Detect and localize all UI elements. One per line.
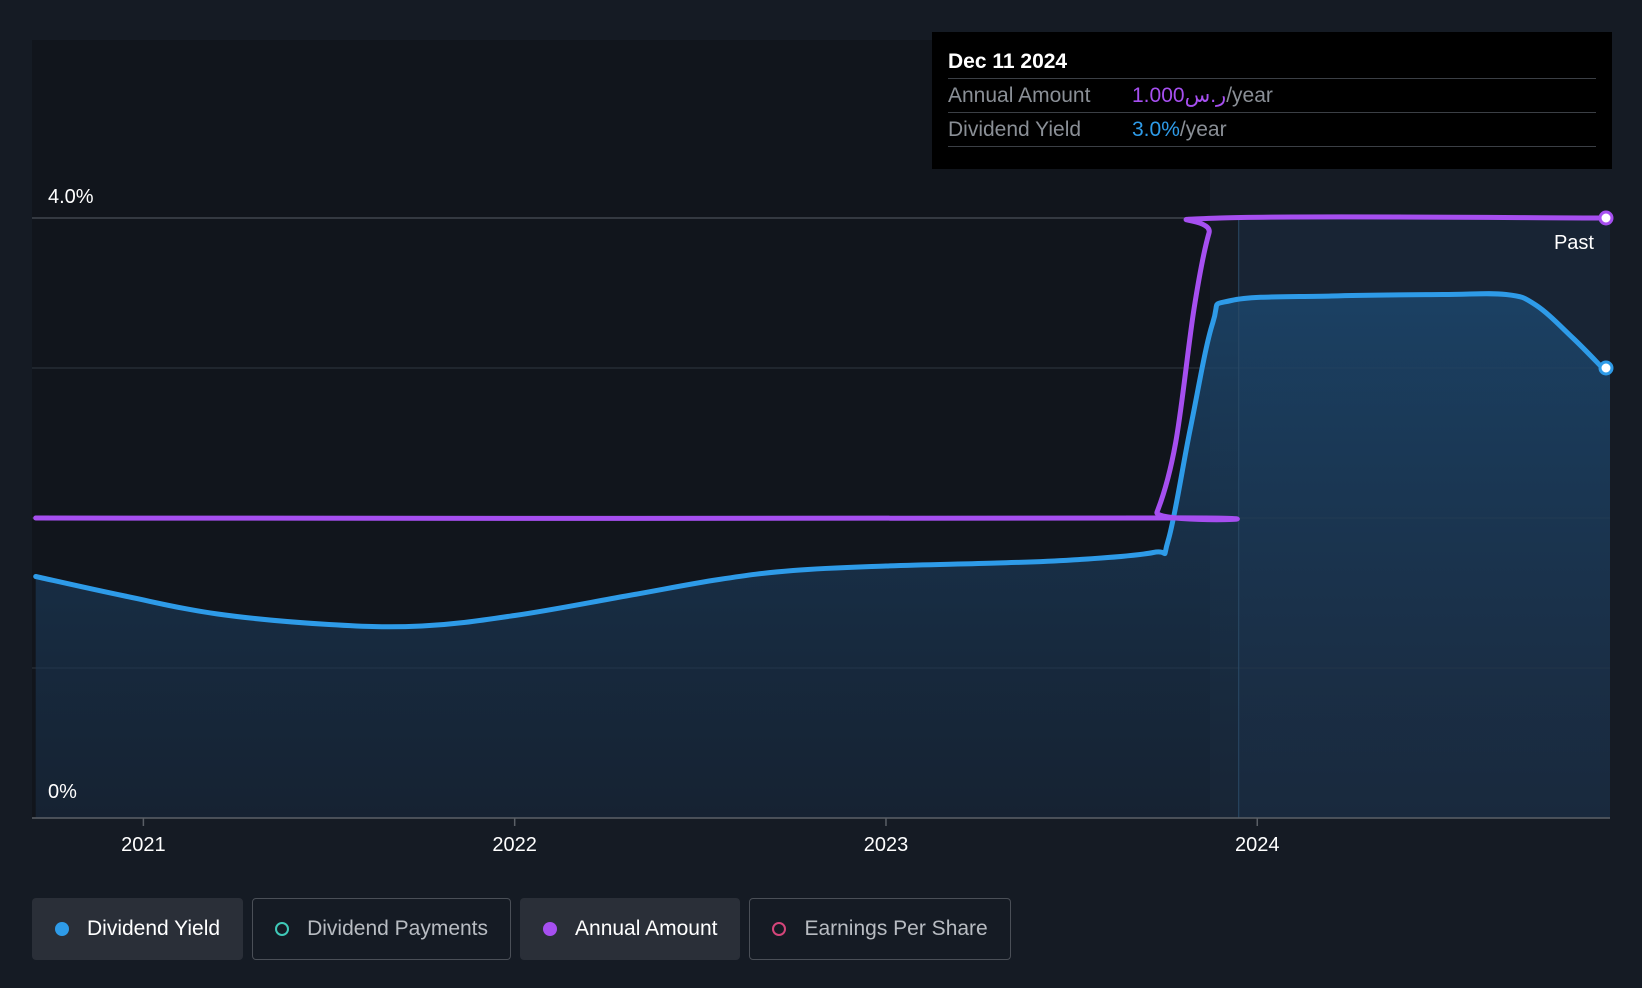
x-tick-label: 2022 <box>492 834 537 856</box>
tooltip-date: Dec 11 2024 <box>948 50 1068 73</box>
tooltip-dividend-yield-label: Dividend Yield <box>948 118 1082 141</box>
dividend-payments-dot-icon <box>275 922 290 936</box>
legend-annual-amount-label: Annual Amount <box>575 917 718 940</box>
dividend-chart: 2021 2022 2023 2024 4.0% 0% Past <box>32 186 1614 856</box>
legend-dividend-payments-label: Dividend Payments <box>307 917 489 940</box>
legend-earnings-per-share-label: Earnings Per Share <box>804 917 988 940</box>
legend-dividend-payments[interactable]: Dividend Payments <box>252 898 512 960</box>
legend-dividend-yield-label: Dividend Yield <box>87 917 221 940</box>
dividend-yield-end-marker <box>1598 360 1614 376</box>
earnings-per-share-dot-icon <box>772 922 787 936</box>
tooltip-annual-amount-row: Annual Amount 1.000ر.س/year <box>948 78 1596 112</box>
legend-annual-amount[interactable]: Annual Amount <box>520 898 741 960</box>
chart-tooltip: Dec 11 2024 Annual Amount 1.000ر.س/year … <box>932 32 1612 169</box>
tooltip-dividend-yield-value: 3.0% <box>1132 118 1180 141</box>
x-tick-label: 2023 <box>864 834 909 856</box>
legend-dividend-yield[interactable]: Dividend Yield <box>32 898 244 960</box>
y-axis-top-label: 4.0% <box>48 186 94 208</box>
x-tick-label: 2024 <box>1235 834 1280 856</box>
annual-amount-dot-icon <box>543 922 558 936</box>
chart-legend: Dividend Yield Dividend Payments Annual … <box>32 898 1011 960</box>
x-tick-label: 2021 <box>121 834 166 856</box>
tooltip-dividend-yield-unit: /year <box>1179 118 1227 141</box>
tooltip-annual-amount-unit: /year <box>1226 84 1273 107</box>
tooltip-dividend-yield-row: Dividend Yield 3.0%/year <box>948 112 1596 147</box>
past-label: Past <box>1554 232 1594 254</box>
tooltip-annual-amount-label: Annual Amount <box>948 84 1091 107</box>
dividend-yield-area <box>35 293 1611 819</box>
x-axis-ticks: 2021 2022 2023 2024 <box>121 818 1280 856</box>
legend-earnings-per-share[interactable]: Earnings Per Share <box>749 898 1011 960</box>
annual-amount-end-marker <box>1598 210 1614 226</box>
dividend-yield-line <box>33 291 1606 630</box>
dividend-yield-dot-icon <box>55 922 69 936</box>
y-axis-bottom-label: 0% <box>48 781 77 803</box>
tooltip-annual-amount-value: 1.000ر.س <box>1132 84 1227 107</box>
annual-amount-line <box>33 214 1613 523</box>
